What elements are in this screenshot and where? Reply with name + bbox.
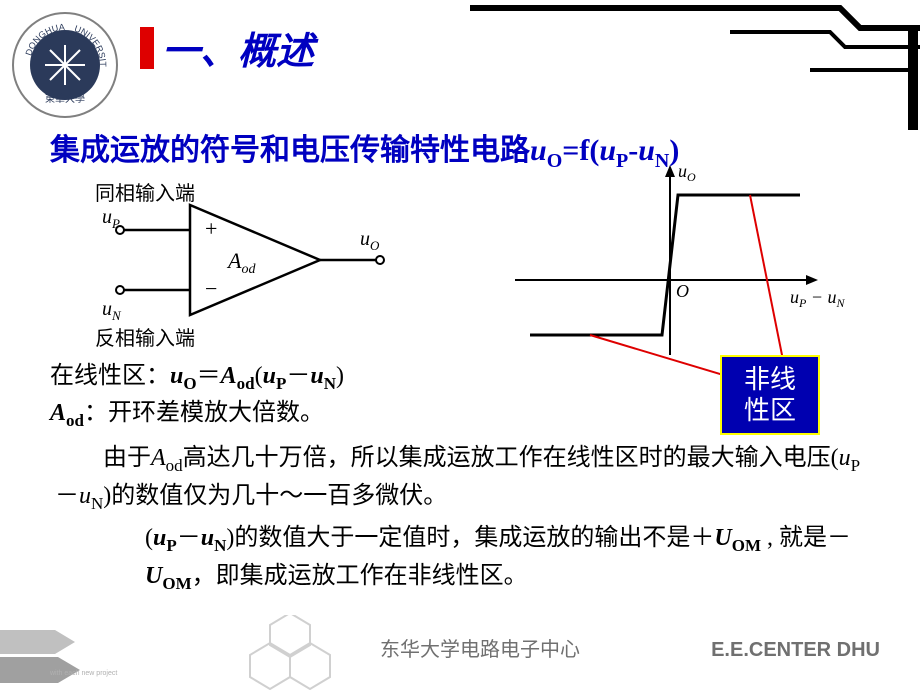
p1-t2: 高达几十万倍，所以集成运放工作在线性区时的最大输入电压( — [183, 445, 839, 471]
p2-up-var: u — [153, 525, 166, 551]
graph-y-label: uO — [678, 161, 696, 184]
un-label: uN — [102, 298, 122, 323]
slide-title: 一、概述 — [162, 20, 314, 75]
p2-open: ( — [145, 525, 153, 551]
p1-up-var: u — [839, 445, 851, 471]
linear-eq-sign: ＝ — [197, 363, 221, 389]
linear-aod-var: A — [221, 363, 237, 389]
linear-uo-sub: O — [183, 374, 196, 393]
linear-prefix: 在线性区： — [50, 363, 170, 389]
p1-up-sub: P — [851, 456, 860, 475]
p1-aod-sub: od — [166, 456, 183, 475]
p1-aod-var: A — [151, 445, 166, 471]
svg-text:with each new project: with each new project — [49, 670, 117, 677]
footer-cn-text: 东华大学电路电子中心 — [380, 633, 580, 662]
opamp-plus: + — [205, 216, 217, 241]
linear-aod-sub: od — [237, 374, 255, 393]
p2-uom-var: U — [714, 525, 731, 551]
linear-up-var: u — [263, 363, 276, 389]
opamp-minus: − — [205, 276, 217, 301]
linear-open: ( — [255, 363, 263, 389]
p2-uom2-var: U — [145, 563, 162, 589]
aod-sub: od — [66, 411, 84, 430]
linear-un-var: u — [310, 363, 323, 389]
aod-text: ：开环差模放大倍数。 — [84, 400, 324, 426]
p1-t1: 由于 — [103, 445, 151, 471]
opamp-circuit-diagram: + − Aod 同相输入端 反相输入端 uP uN uO — [60, 180, 420, 350]
aod-var: A — [50, 400, 66, 426]
p1-un-var: u — [79, 483, 91, 509]
p2-uom-sub: OM — [732, 536, 761, 555]
p2-un-var: u — [201, 525, 214, 551]
graph-x-label: uP − uN — [790, 287, 846, 310]
p2-t1: )的数值大于一定值时，集成运放的输出不是＋ — [226, 525, 714, 551]
p2-un-sub: N — [214, 536, 226, 555]
p2-minus: － — [177, 525, 201, 551]
noninv-label: 同相输入端 — [95, 182, 195, 205]
linear-close: ) — [336, 363, 344, 389]
p2-up-sub: P — [166, 536, 176, 555]
transfer-graph: uO uP − uN O — [490, 155, 870, 375]
p2-uom2-sub: OM — [162, 574, 191, 593]
linear-minus: － — [286, 363, 310, 389]
slide-title-row: 一、概述 — [140, 20, 314, 75]
graph-origin: O — [676, 281, 689, 301]
linear-equation: 在线性区：uO＝Aod(uP－uN) — [50, 355, 344, 394]
linear-un-sub: N — [324, 374, 336, 393]
linear-up-sub: P — [276, 374, 286, 393]
svg-text:東華大學: 東華大學 — [45, 92, 85, 105]
uo-label: uO — [360, 228, 380, 253]
paragraph-2: (uP－uN)的数值大于一定值时，集成运放的输出不是＋UOM , 就是－UOM，… — [145, 520, 875, 597]
nonlinear-line1: 非线 — [744, 365, 796, 394]
subtitle-prefix: 集成运放的符号和电压传输特性电路 — [50, 134, 530, 167]
nonlinear-line2: 性区 — [744, 396, 796, 425]
p1-minus: － — [55, 483, 79, 509]
p2-t3: ，即集成运放工作在非线性区。 — [192, 563, 528, 589]
linear-uo-var: u — [170, 363, 183, 389]
p1-t3: )的数值仅为几十～一百多微伏。 — [103, 483, 447, 509]
university-logo: DONGHUA UNIVERSITY 東華大學 — [10, 10, 120, 120]
up-label: uP — [102, 206, 120, 231]
p2-t2: , 就是－ — [761, 525, 851, 551]
opamp-aod: Aod — [226, 248, 256, 277]
footer-en-text: E.E.CENTER DHU — [711, 639, 880, 662]
aod-description: Aod：开环差模放大倍数。 — [50, 392, 324, 431]
p1-un-sub: N — [91, 494, 103, 513]
paragraph-1: 由于Aod高达几十万倍，所以集成运放工作在线性区时的最大输入电压(uP－uN)的… — [55, 440, 875, 517]
nonlinear-region-box: 非线 性区 — [720, 355, 820, 435]
inv-label: 反相输入端 — [95, 327, 195, 350]
header-decoration — [470, 0, 920, 130]
title-red-bar — [140, 27, 154, 69]
